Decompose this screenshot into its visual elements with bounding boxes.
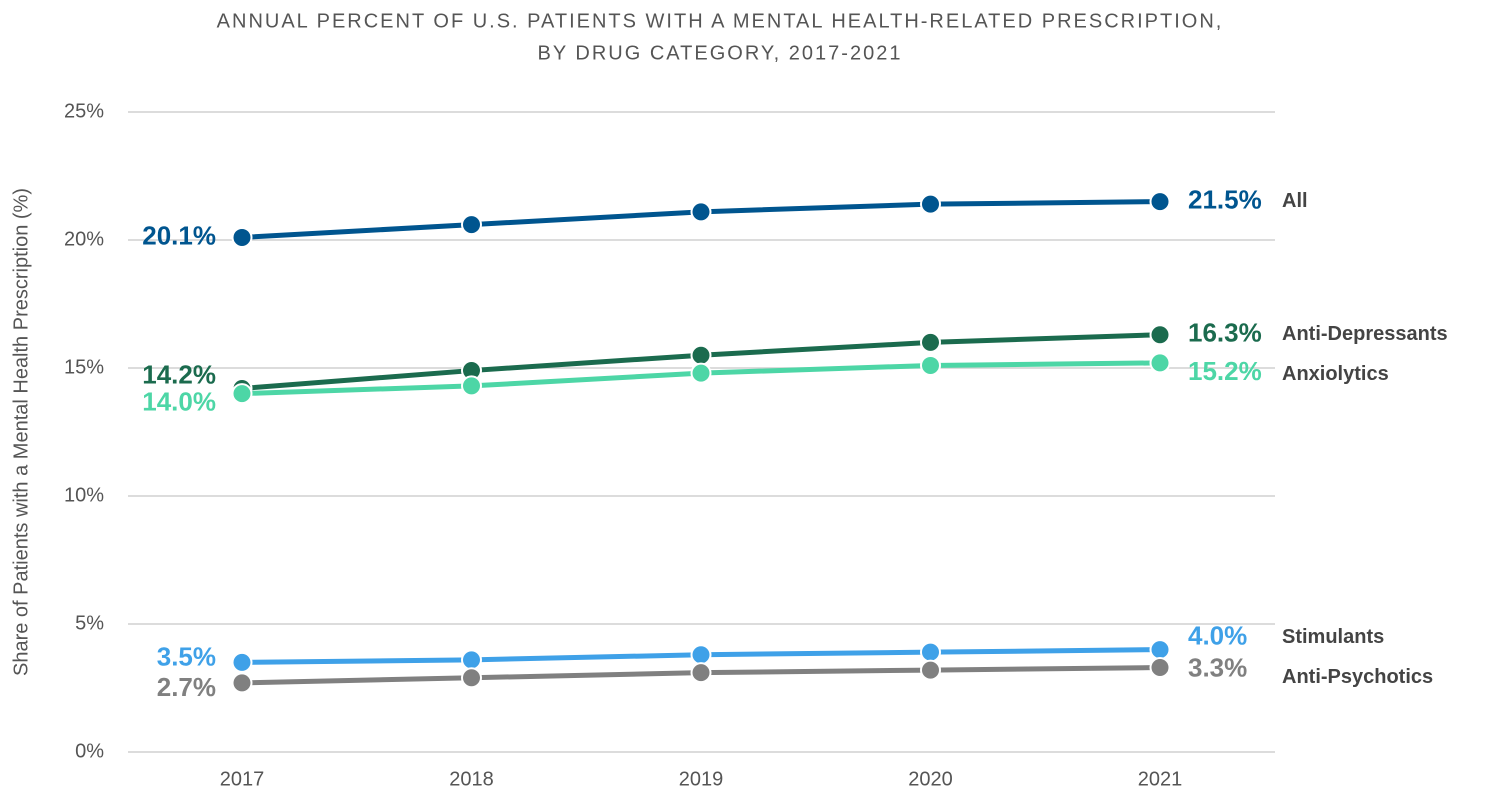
- legend-label: All: [1282, 190, 1308, 212]
- point: [920, 193, 941, 215]
- point: [690, 201, 712, 223]
- point: [690, 362, 712, 384]
- point: [920, 331, 941, 353]
- value-label: 4.0%: [1188, 620, 1247, 650]
- x-tick-label: 2017: [220, 768, 265, 790]
- point: [461, 375, 482, 397]
- value-label: 14.2%: [142, 359, 216, 389]
- x-tick-label: 2019: [679, 768, 724, 790]
- value-label: 3.3%: [1188, 652, 1247, 682]
- point: [920, 354, 941, 376]
- point: [231, 672, 253, 694]
- point: [920, 641, 941, 663]
- y-axis-label: Share of Patients with a Mental Health P…: [10, 188, 32, 676]
- y-tick-label: 20%: [64, 228, 104, 250]
- point: [1149, 191, 1171, 213]
- point: [231, 383, 253, 405]
- legend-label: Anti-Depressants: [1282, 323, 1448, 345]
- point: [231, 226, 253, 248]
- point: [461, 667, 482, 689]
- point: [690, 644, 712, 666]
- legend-label: Anxiolytics: [1282, 363, 1389, 385]
- legend-label: Anti-Psychotics: [1282, 666, 1433, 688]
- value-label: 3.5%: [157, 641, 216, 671]
- point: [920, 659, 941, 681]
- value-label: 15.2%: [1188, 356, 1262, 386]
- value-label: 16.3%: [1188, 318, 1262, 348]
- y-tick-label: 25%: [64, 100, 104, 122]
- y-tick-label: 0%: [75, 740, 104, 762]
- point: [690, 662, 712, 684]
- y-tick-label: 5%: [75, 612, 104, 634]
- point: [690, 344, 712, 366]
- point: [1149, 639, 1171, 661]
- value-label: 21.5%: [1188, 184, 1262, 214]
- value-label: 2.7%: [157, 672, 216, 702]
- chart-subtitle: BY DRUG CATEGORY, 2017-2021: [538, 42, 903, 64]
- chart-title: ANNUAL PERCENT OF U.S. PATIENTS WITH A M…: [217, 10, 1224, 32]
- y-tick-label: 15%: [64, 356, 104, 378]
- point: [1149, 657, 1171, 679]
- x-tick-label: 2020: [908, 768, 953, 790]
- x-tick-label: 2018: [449, 768, 494, 790]
- x-tick-label: 2021: [1138, 768, 1183, 790]
- legend-label: Stimulants: [1282, 626, 1384, 648]
- point: [1149, 352, 1171, 374]
- point: [461, 214, 482, 236]
- point: [461, 649, 482, 671]
- value-label: 14.0%: [142, 386, 216, 416]
- point: [1149, 324, 1171, 346]
- value-label: 20.1%: [142, 220, 216, 250]
- y-tick-label: 10%: [64, 484, 104, 506]
- point: [231, 651, 253, 673]
